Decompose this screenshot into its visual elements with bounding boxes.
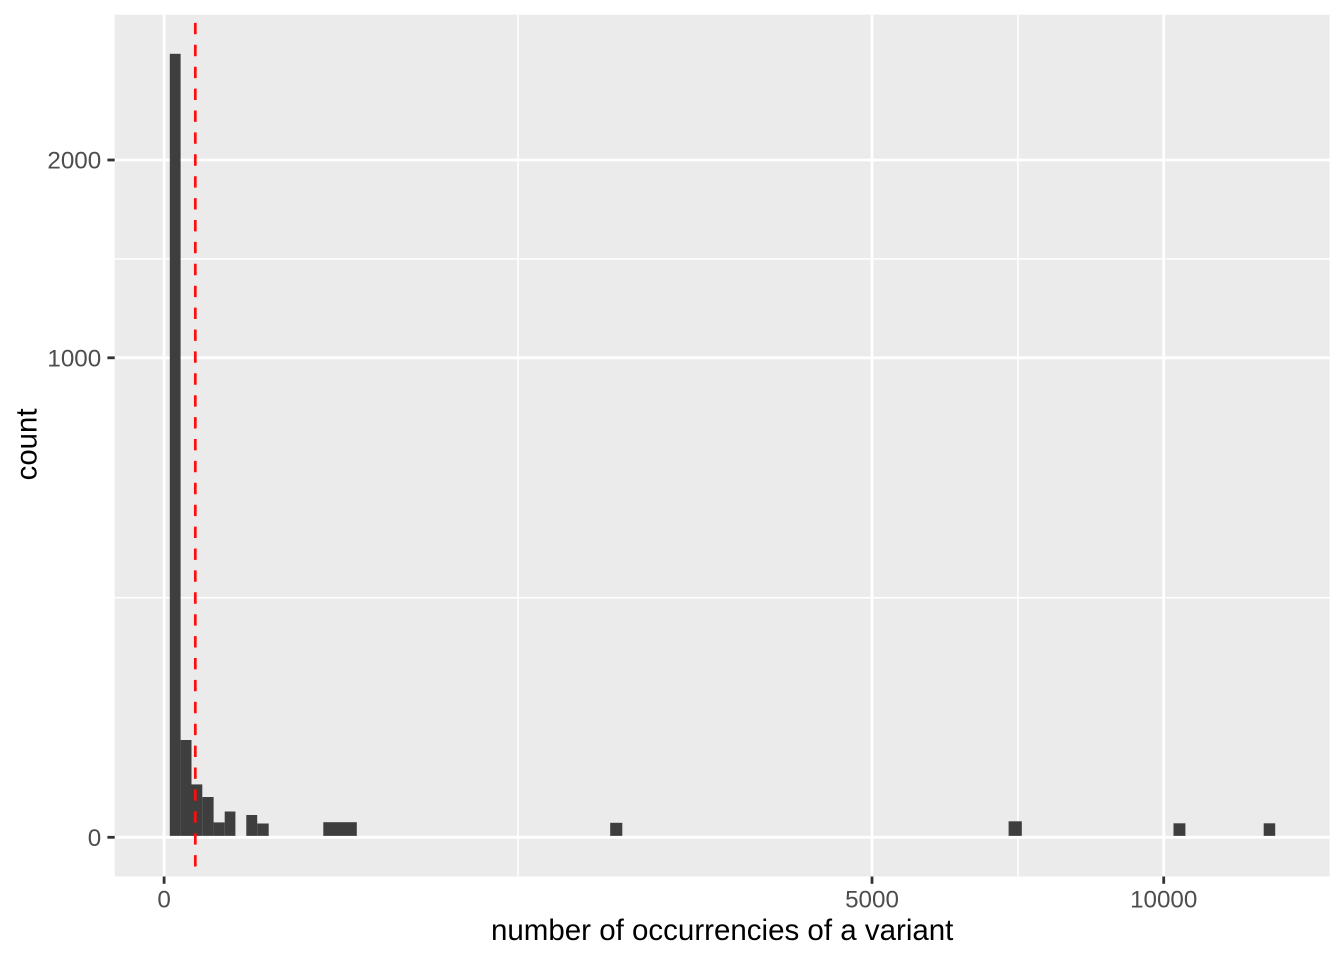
svg-text:0: 0 bbox=[157, 887, 170, 914]
svg-text:0: 0 bbox=[88, 825, 101, 852]
svg-text:10000: 10000 bbox=[1130, 887, 1197, 914]
svg-text:2000: 2000 bbox=[47, 148, 101, 175]
svg-text:5000: 5000 bbox=[845, 887, 899, 914]
svg-text:number of occurrencies of a va: number of occurrencies of a variant bbox=[491, 914, 953, 947]
svg-text:count: count bbox=[10, 408, 43, 480]
svg-text:1000: 1000 bbox=[47, 345, 101, 372]
